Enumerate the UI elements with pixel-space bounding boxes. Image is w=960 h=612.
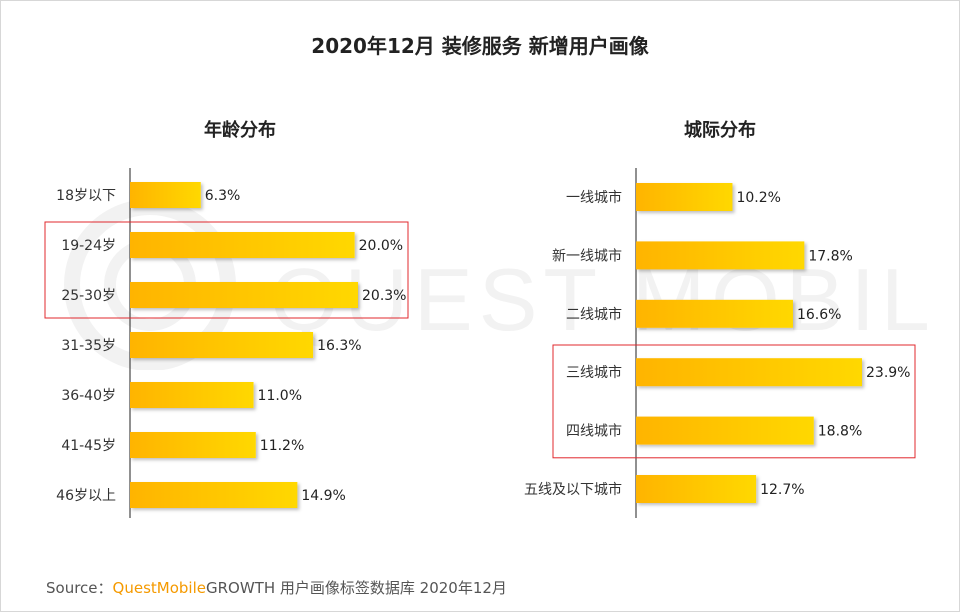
source-prefix: Source： — [46, 579, 113, 597]
city-value-label: 16.6% — [797, 307, 841, 323]
age-category-label: 25-30岁 — [61, 288, 116, 304]
bar-charts: 18岁以下 6.3% 19-24岁 20.0% 25-30岁 20.3% 31-35岁 16.… — [44, 168, 916, 518]
city-category-label: 四线城市 — [566, 423, 622, 440]
age-bar — [130, 232, 355, 258]
city-value-label: 23.9% — [866, 365, 910, 381]
age-value-label: 20.3% — [362, 288, 406, 304]
age-category-label: 31-35岁 — [61, 338, 116, 354]
age-bar — [130, 382, 254, 408]
city-category-label: 三线城市 — [566, 364, 622, 381]
age-bar — [130, 332, 314, 358]
age-value-label: 11.0% — [258, 388, 302, 404]
city-bar — [636, 183, 733, 211]
page-title: 2020年12月 装修服务 新增用户画像 — [311, 34, 649, 58]
source-note: Source：QuestMobileGROWTH 用户画像标签数据库 2020年… — [46, 577, 507, 598]
city-bar — [636, 299, 793, 328]
age-category-label: 41-45岁 — [61, 438, 116, 454]
age-highlight-box — [44, 221, 409, 319]
city-bar — [636, 475, 757, 503]
city-highlight-box — [552, 344, 916, 459]
city-category-label: 一线城市 — [566, 189, 622, 206]
city-value-label: 12.7% — [760, 482, 804, 498]
age-category-label: 46岁以上 — [56, 488, 116, 504]
city-value-label: 18.8% — [818, 424, 862, 440]
city-chart-title: 城际分布 — [684, 120, 756, 141]
city-category-label: 五线及以下城市 — [524, 481, 622, 498]
city-category-label: 二线城市 — [566, 306, 622, 323]
city-value-label: 10.2% — [736, 190, 780, 206]
age-category-label: 19-24岁 — [61, 238, 116, 254]
age-bar — [130, 432, 256, 458]
watermark-text: QUEST MOBILE — [270, 250, 940, 349]
city-category-label: 新一线城市 — [552, 247, 622, 264]
city-value-label: 17.8% — [808, 248, 852, 264]
city-bar — [636, 358, 862, 387]
age-value-label: 14.9% — [301, 488, 345, 504]
age-chart-title: 年龄分布 — [204, 120, 276, 141]
source-brand: QuestMobile — [112, 579, 206, 597]
age-category-label: 36-40岁 — [61, 388, 116, 404]
city-bar — [636, 241, 805, 270]
age-value-label: 6.3% — [205, 188, 241, 204]
age-category-label: 18岁以下 — [56, 188, 116, 204]
age-bar — [130, 482, 298, 508]
age-value-label: 20.0% — [359, 238, 403, 254]
age-value-label: 16.3% — [317, 338, 361, 354]
age-bar — [130, 182, 201, 208]
age-bar — [130, 282, 358, 308]
source-rest: GROWTH 用户画像标签数据库 2020年12月 — [205, 579, 507, 597]
age-value-label: 11.2% — [260, 438, 304, 454]
city-bar — [636, 416, 814, 445]
